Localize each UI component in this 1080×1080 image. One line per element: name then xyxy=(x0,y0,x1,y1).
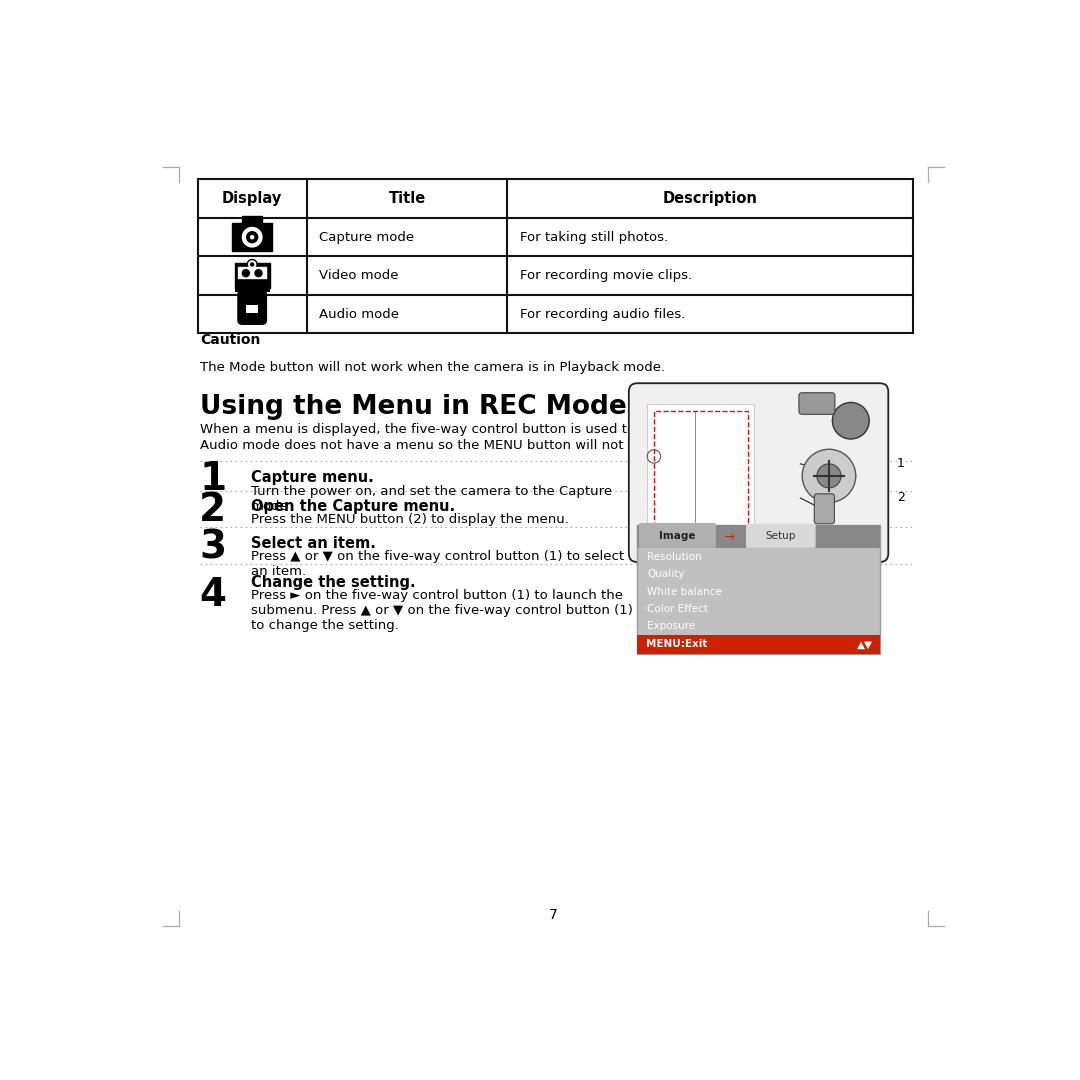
Text: Capture menu.: Capture menu. xyxy=(251,470,374,485)
Text: Description: Description xyxy=(663,191,758,206)
Text: 4: 4 xyxy=(200,577,227,615)
Text: Select an item.: Select an item. xyxy=(251,537,376,551)
Circle shape xyxy=(246,231,258,243)
Text: Setup: Setup xyxy=(766,531,796,541)
Text: Turn the power on, and set the camera to the Capture: Turn the power on, and set the camera to… xyxy=(251,485,611,498)
Bar xyxy=(647,404,754,545)
Text: The Mode button will not work when the camera is in Playback mode.: The Mode button will not work when the c… xyxy=(200,361,665,374)
Text: submenu. Press ▲ or ▼ on the five-way control button (1): submenu. Press ▲ or ▼ on the five-way co… xyxy=(251,604,633,617)
Circle shape xyxy=(241,226,264,248)
Text: Audio mode: Audio mode xyxy=(320,308,400,321)
Text: Title: Title xyxy=(389,191,426,206)
Text: Audio mode does not have a menu so the MENU button will not work in Audio mode.: Audio mode does not have a menu so the M… xyxy=(200,438,765,451)
Text: Press the MENU button (2) to display the menu.: Press the MENU button (2) to display the… xyxy=(251,513,568,526)
Text: an item.: an item. xyxy=(251,565,306,579)
Bar xyxy=(637,525,880,548)
Text: For recording audio files.: For recording audio files. xyxy=(521,308,686,321)
Circle shape xyxy=(249,262,255,267)
Bar xyxy=(232,224,272,251)
Text: Video mode: Video mode xyxy=(320,269,399,282)
Bar xyxy=(251,318,254,325)
Text: 1: 1 xyxy=(200,460,227,498)
Text: Image: Image xyxy=(659,531,696,541)
Bar xyxy=(242,216,262,225)
Text: Caution: Caution xyxy=(200,334,260,348)
Circle shape xyxy=(249,235,255,240)
Text: MENU:Exit: MENU:Exit xyxy=(646,639,707,649)
Text: Color Effect: Color Effect xyxy=(647,604,708,615)
Text: Capture mode: Capture mode xyxy=(320,231,415,244)
Circle shape xyxy=(254,269,262,278)
Circle shape xyxy=(816,464,841,488)
Text: →: → xyxy=(725,530,734,543)
FancyBboxPatch shape xyxy=(799,393,835,415)
Text: 7: 7 xyxy=(549,908,558,922)
Text: to change the setting.: to change the setting. xyxy=(251,619,399,632)
FancyBboxPatch shape xyxy=(814,494,835,524)
Text: Change the setting.: Change the setting. xyxy=(251,576,415,591)
Text: Open the Capture menu.: Open the Capture menu. xyxy=(251,499,455,514)
Bar xyxy=(242,322,262,325)
Text: Press ▲ or ▼ on the five-way control button (1) to select: Press ▲ or ▼ on the five-way control but… xyxy=(251,551,623,564)
Circle shape xyxy=(802,449,855,502)
Text: White balance: White balance xyxy=(647,586,723,596)
Text: Quality: Quality xyxy=(647,569,685,579)
Circle shape xyxy=(247,259,257,269)
Circle shape xyxy=(833,403,869,440)
Bar xyxy=(238,267,267,279)
Text: Exposure: Exposure xyxy=(647,621,696,632)
Text: 3: 3 xyxy=(200,528,227,566)
Bar xyxy=(246,306,258,312)
Text: 1: 1 xyxy=(896,458,905,471)
Text: Press ► on the five-way control button (1) to launch the: Press ► on the five-way control button (… xyxy=(251,589,622,602)
Bar xyxy=(653,410,747,539)
FancyBboxPatch shape xyxy=(629,383,888,562)
Text: Using the Menu in REC Mode: Using the Menu in REC Mode xyxy=(200,394,627,420)
Bar xyxy=(198,179,914,334)
Text: When a menu is displayed, the five-way control button is used to make the desire: When a menu is displayed, the five-way c… xyxy=(200,423,847,436)
FancyBboxPatch shape xyxy=(746,524,815,548)
Text: For recording movie clips.: For recording movie clips. xyxy=(521,269,692,282)
Bar xyxy=(637,635,880,653)
Text: mode: mode xyxy=(251,500,288,513)
Text: Resolution: Resolution xyxy=(647,552,702,562)
FancyBboxPatch shape xyxy=(238,291,267,324)
Circle shape xyxy=(242,269,251,278)
Bar xyxy=(234,264,270,288)
Text: Display: Display xyxy=(222,191,282,206)
Text: ▲▼: ▲▼ xyxy=(858,639,874,649)
Bar xyxy=(637,525,880,653)
FancyBboxPatch shape xyxy=(639,523,716,548)
Text: 2: 2 xyxy=(896,491,905,504)
Bar xyxy=(234,287,270,292)
Text: For taking still photos.: For taking still photos. xyxy=(521,231,669,244)
Text: 2: 2 xyxy=(200,491,227,529)
